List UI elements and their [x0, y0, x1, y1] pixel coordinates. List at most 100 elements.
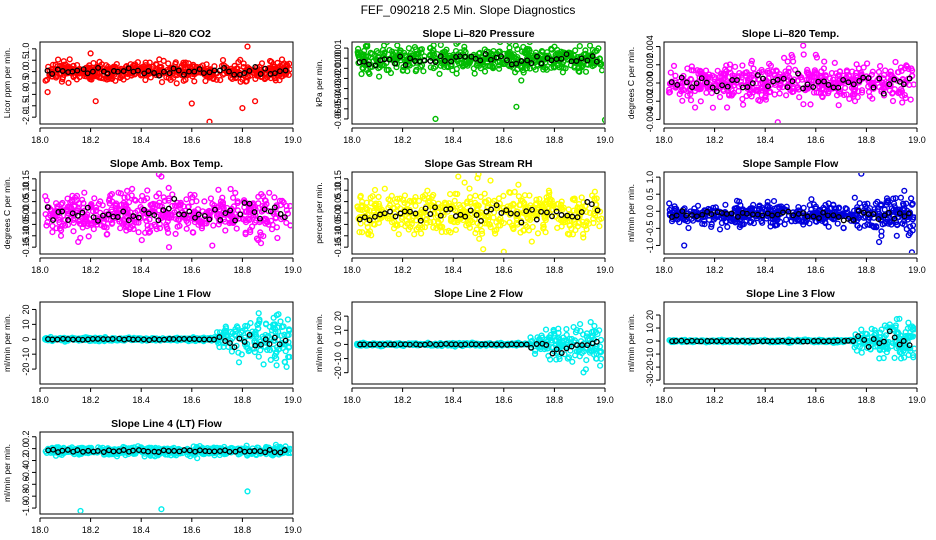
overlay-point: [181, 335, 188, 342]
overlay-point: [473, 212, 480, 218]
data-point: [747, 87, 754, 94]
data-point: [596, 362, 604, 369]
data-point: [70, 219, 77, 227]
data-point: [387, 69, 395, 77]
y-tick-label: -0.5: [21, 75, 31, 91]
y-tick-label: -10: [333, 352, 343, 365]
data-point: [697, 67, 704, 74]
overlay-point: [237, 211, 244, 218]
y-tick-label: 0.00: [333, 49, 343, 67]
data-point: [709, 72, 716, 79]
overlay-point: [236, 335, 243, 342]
y-tick-label: 0.0: [21, 65, 31, 78]
data-point: [49, 222, 56, 230]
data-point: [227, 185, 234, 193]
data-point: [898, 87, 906, 95]
data-point: [52, 74, 60, 81]
overlay-point: [513, 60, 520, 67]
data-point: [861, 201, 868, 208]
x-tick-label: 18.0: [343, 395, 361, 405]
data-point: [280, 323, 287, 330]
panel-title: Slope Line 3 Flow: [746, 288, 836, 300]
data-point: [546, 189, 553, 196]
overlay-point: [130, 213, 137, 220]
overlay-point: [125, 65, 132, 72]
y-axis-label: ml/min per min.: [626, 184, 636, 242]
data-point: [243, 208, 251, 215]
overlay-point: [885, 209, 892, 216]
data-point: [722, 201, 729, 208]
x-tick-label: 18.8: [234, 265, 252, 275]
data-point: [481, 190, 488, 197]
data-point: [455, 43, 461, 46]
data-point: [899, 200, 907, 207]
data-point: [800, 204, 807, 211]
y-tick-label: -20: [645, 361, 655, 374]
data-point: [87, 220, 95, 227]
data-point: [902, 94, 909, 102]
overlay-point: [457, 211, 464, 218]
overlay-point: [241, 338, 248, 345]
data-point: [851, 194, 858, 201]
overlay-point: [825, 81, 832, 88]
overlay-point: [699, 211, 706, 218]
overlay-point: [397, 53, 404, 60]
data-point: [876, 62, 884, 70]
data-point: [897, 194, 905, 201]
data-point: [255, 310, 262, 317]
data-point: [191, 192, 198, 199]
data-point: [263, 201, 270, 208]
data-point: [282, 348, 289, 355]
data-point: [257, 229, 264, 236]
data-point: [156, 225, 164, 232]
data-point: [355, 51, 362, 59]
data-point: [190, 61, 197, 68]
data-point: [272, 77, 279, 84]
figure-title: FEF_090218 2.5 Min. Slope Diagnostics: [361, 3, 576, 17]
overlay-point: [553, 346, 560, 353]
data-point: [436, 70, 443, 78]
data-point: [518, 77, 525, 84]
data-point: [726, 91, 733, 98]
data-point: [806, 202, 813, 209]
overlay-point: [84, 204, 91, 211]
data-point: [496, 65, 503, 72]
overlay-point: [789, 78, 796, 85]
data-point: [487, 224, 494, 231]
overlay-point: [886, 81, 893, 88]
data-point: [214, 329, 221, 336]
data-point: [487, 177, 494, 184]
data-point: [542, 229, 549, 236]
data-point: [582, 47, 589, 54]
data-point: [579, 331, 587, 338]
x-tick-label: 18.8: [234, 395, 252, 405]
data-point: [736, 224, 743, 231]
overlay-point: [743, 210, 750, 217]
data-point: [273, 362, 280, 369]
data-point: [555, 215, 562, 223]
data-point: [73, 336, 80, 343]
overlay-point: [84, 70, 91, 77]
data-point: [477, 65, 484, 72]
data-point: [526, 43, 533, 46]
data-point: [65, 79, 72, 87]
data-point: [589, 62, 596, 70]
data-point: [437, 62, 444, 69]
data-point: [519, 198, 526, 205]
data-point: [858, 87, 866, 94]
data-point: [440, 212, 447, 219]
data-point: [430, 341, 437, 348]
overlay-point: [141, 70, 148, 77]
overlay-point: [361, 214, 368, 221]
panel-title: Slope Line 1 Flow: [122, 288, 212, 300]
data-point: [833, 92, 841, 99]
data-point: [478, 227, 485, 235]
data-point: [556, 336, 563, 344]
data-point: [287, 222, 292, 229]
data-point: [666, 86, 673, 93]
overlay-point: [549, 213, 555, 220]
overlay-point: [196, 66, 203, 73]
x-tick-label: 18.8: [858, 395, 876, 405]
overlay-point: [584, 57, 591, 64]
